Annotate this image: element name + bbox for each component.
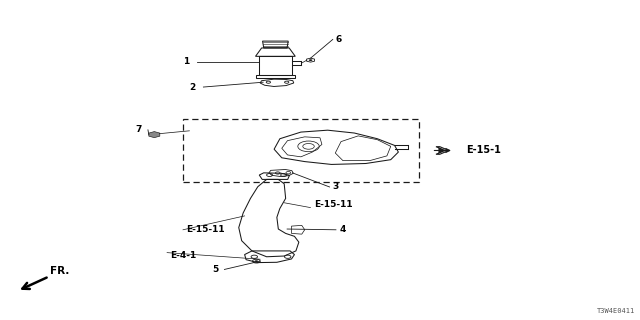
Text: 1: 1 xyxy=(183,57,189,66)
Text: 3: 3 xyxy=(333,182,339,191)
Text: E-15-11: E-15-11 xyxy=(314,200,352,209)
Text: 5: 5 xyxy=(212,265,218,274)
Text: 7: 7 xyxy=(135,125,141,134)
Text: FR.: FR. xyxy=(51,267,70,276)
Text: E-15-11: E-15-11 xyxy=(186,225,225,234)
Text: E-4-1: E-4-1 xyxy=(170,251,196,260)
Text: 6: 6 xyxy=(336,35,342,44)
Text: 2: 2 xyxy=(189,83,196,92)
Text: E-15-1: E-15-1 xyxy=(467,146,501,156)
Polygon shape xyxy=(149,132,160,138)
Circle shape xyxy=(308,59,312,61)
Text: 4: 4 xyxy=(339,225,346,234)
Text: T3W4E0411: T3W4E0411 xyxy=(597,308,636,314)
Bar xyxy=(183,119,419,182)
Circle shape xyxy=(255,260,258,262)
